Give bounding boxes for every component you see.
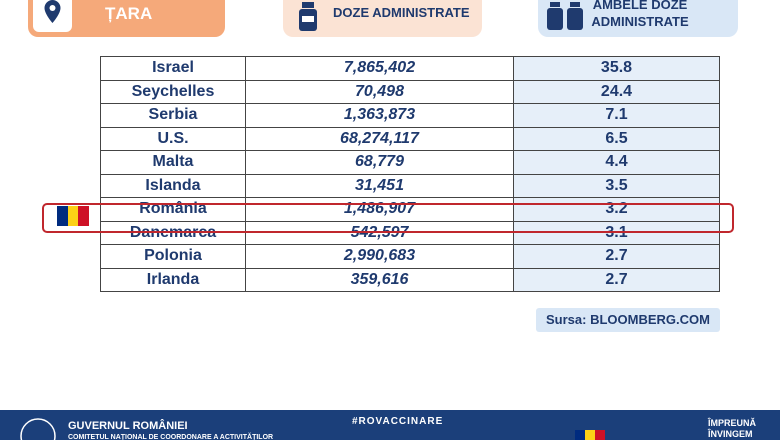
both-doses: 3.5 xyxy=(513,173,720,198)
footer-flag xyxy=(575,430,605,440)
header-text: AMBELE DOZE ADMINISTRATE xyxy=(588,0,692,30)
doses: 31,451 xyxy=(245,173,514,198)
header-text: ȚARA xyxy=(105,4,153,23)
both-doses-header: AMBELE DOZE ADMINISTRATE xyxy=(538,0,738,37)
country: Irlanda xyxy=(100,267,246,292)
country: Islanda xyxy=(100,173,246,198)
icon-box xyxy=(33,0,72,32)
slogan-line: ÎNVINGEM xyxy=(708,429,753,439)
both-doses: 7.1 xyxy=(513,103,720,128)
doses: 70,498 xyxy=(245,79,514,104)
header-line: AMBELE DOZE xyxy=(592,0,688,12)
header-text: DOZE ADMINISTRATE xyxy=(333,5,470,20)
bottle-icon xyxy=(299,2,317,31)
row: Islanda 31,451 3.5 xyxy=(100,173,720,198)
both-doses: 6.5 xyxy=(513,126,720,151)
country: Malta xyxy=(100,150,246,175)
row: Polonia 2,990,683 2.7 xyxy=(100,244,720,269)
source: Sursa: BLOOMBERG.COM xyxy=(536,308,720,332)
romania-flag xyxy=(57,206,89,226)
both-doses: 35.8 xyxy=(513,56,720,81)
footer-org: GUVERNUL ROMÂNIEI xyxy=(68,420,188,432)
header-line: ADMINISTRATE xyxy=(591,14,689,29)
footer: GUVERNUL ROMÂNIEI COMITETUL NAȚIONAL DE … xyxy=(0,410,780,446)
country-header: ȚARA xyxy=(28,0,225,37)
both-doses: 2.7 xyxy=(513,244,720,269)
slogan-line: ÎMPREUNĂ xyxy=(708,418,757,428)
row: U.S. 68,274,117 6.5 xyxy=(100,126,720,151)
row: Seychelles 70,498 24.4 xyxy=(100,79,720,104)
doses: 68,779 xyxy=(245,150,514,175)
table: Israel 7,865,402 35.8 Seychelles 70,498 24.4 S… xyxy=(100,56,720,292)
doses: 68,274,117 xyxy=(245,126,514,151)
doses: 2,990,683 xyxy=(245,244,514,269)
doses: 1,363,873 xyxy=(245,103,514,128)
footer-committee: COMITETUL NAȚIONAL DE COORDONARE A ACTIV… xyxy=(68,434,274,441)
row: Irlanda 359,616 2.7 xyxy=(100,267,720,292)
both-doses: 2.7 xyxy=(513,267,720,292)
doses: 359,616 xyxy=(245,267,514,292)
row: Serbia 1,363,873 7.1 xyxy=(100,103,720,128)
gov-logo xyxy=(20,418,56,446)
both-doses: 4.4 xyxy=(513,150,720,175)
pin-icon xyxy=(44,0,61,23)
bottles-icon xyxy=(547,2,583,30)
country: Israel xyxy=(100,56,246,81)
country: Polonia xyxy=(100,244,246,269)
country: Serbia xyxy=(100,103,246,128)
highlight-frame xyxy=(42,203,734,233)
slogan: ÎMPREUNĂ ÎNVINGEM xyxy=(708,418,756,440)
country: U.S. xyxy=(100,126,246,151)
hashtag: #ROVACCINARE xyxy=(352,416,444,427)
both-doses: 24.4 xyxy=(513,79,720,104)
row: Israel 7,865,402 35.8 xyxy=(100,56,720,81)
row: Malta 68,779 4.4 xyxy=(100,150,720,175)
doses: 7,865,402 xyxy=(245,56,514,81)
country: Seychelles xyxy=(100,79,246,104)
doses-header: DOZE ADMINISTRATE xyxy=(283,0,482,37)
